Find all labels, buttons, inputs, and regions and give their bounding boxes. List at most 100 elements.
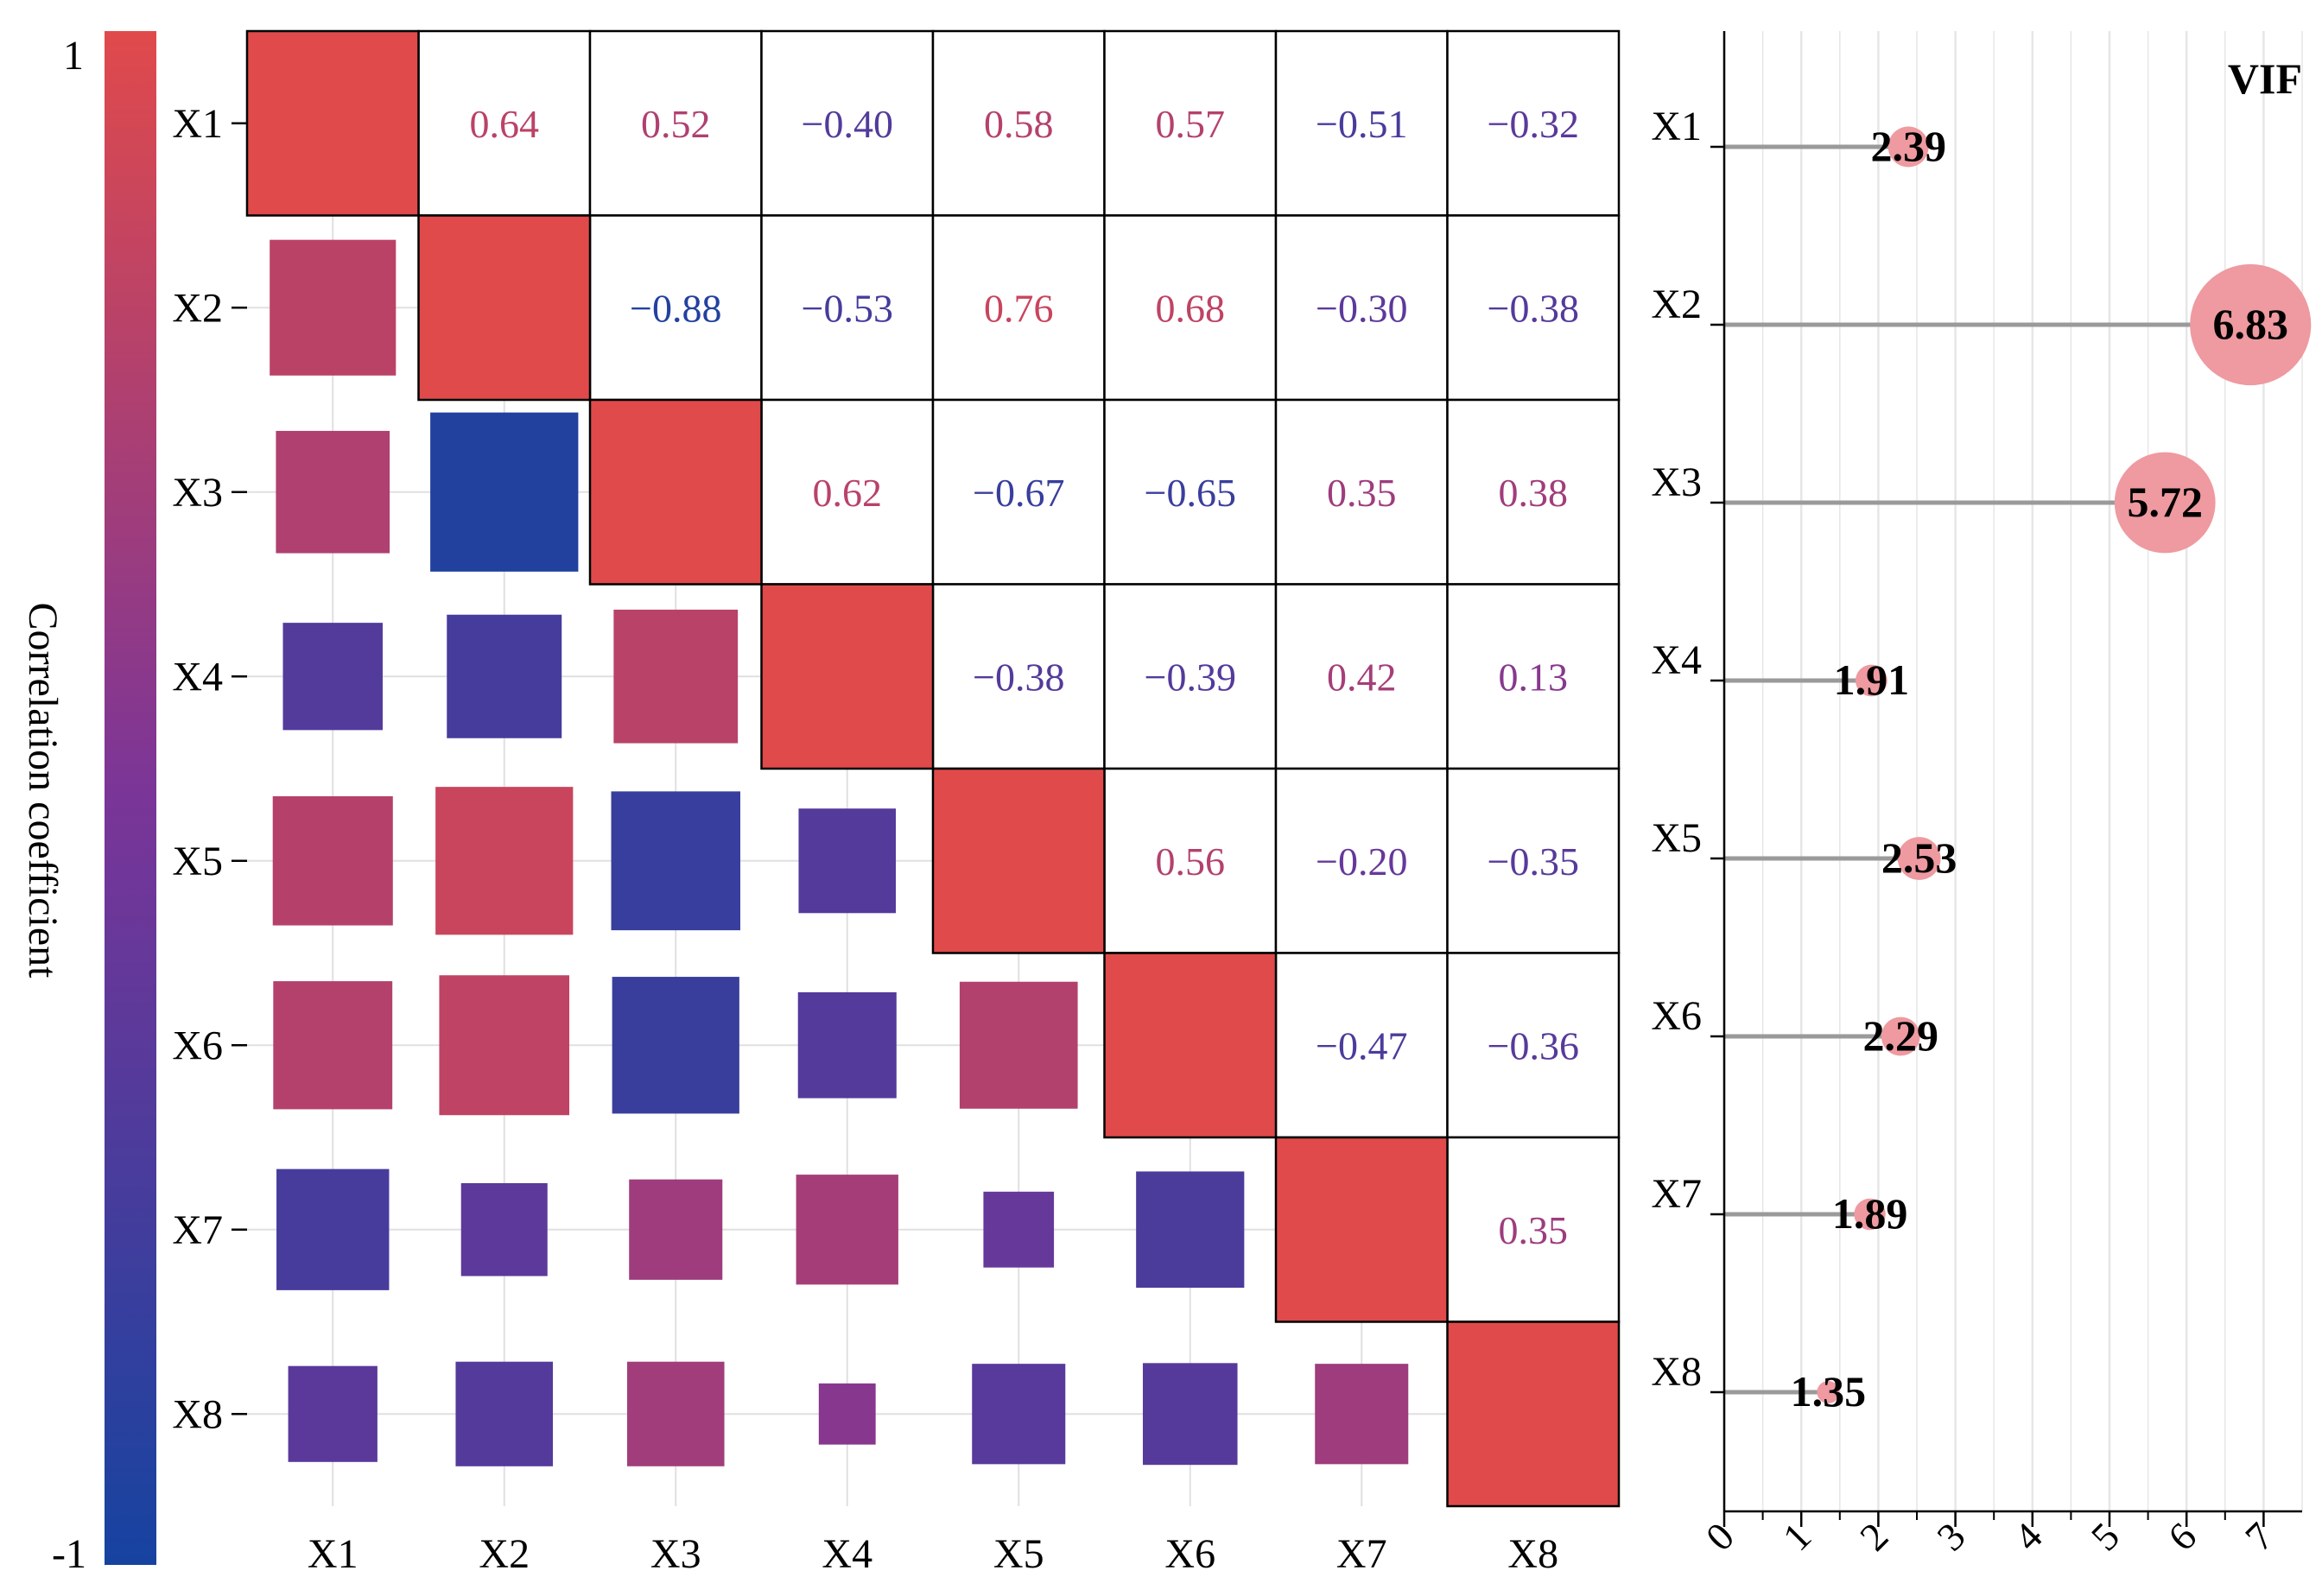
- corr-cell-X4-X5: [931, 583, 1106, 770]
- x-tick-label-X4: X4: [822, 1531, 872, 1577]
- corr-square-X8-X2: [455, 1361, 554, 1466]
- corr-value-X2-X4: −0.53: [802, 286, 893, 330]
- vif-value-label-X1: 2.39: [1870, 122, 1946, 170]
- corr-square-X8-X4: [818, 1383, 876, 1445]
- corr-square-X5-X1: [272, 795, 393, 926]
- corr-square-X7-X5: [983, 1191, 1055, 1268]
- corr-value-X5-X8: −0.35: [1488, 839, 1579, 884]
- vif-dot-X8: [1817, 1381, 1840, 1403]
- diag-cell-X6: [1103, 952, 1278, 1139]
- corr-value-X5-X6: 0.56: [1156, 839, 1226, 884]
- corr-value-X3-X8: 0.38: [1499, 471, 1569, 515]
- corr-cell-X4-X6: [1103, 583, 1278, 770]
- matrix-lower-squares: [270, 239, 1409, 1466]
- corr-value-X1-X2: 0.64: [470, 102, 540, 146]
- corr-square-X8-X7: [1315, 1364, 1409, 1465]
- corr-square-X7-X1: [276, 1168, 390, 1290]
- corr-value-X2-X5: 0.76: [984, 286, 1054, 330]
- vif-x-tick-label-2: 2: [1851, 1514, 1896, 1559]
- corr-square-X8-X1: [288, 1365, 377, 1462]
- colorbar-title: Correlation coefficient: [20, 603, 66, 979]
- x-tick-label-X3: X3: [650, 1531, 701, 1577]
- x-tick-label-X6: X6: [1164, 1531, 1215, 1577]
- vif-y-label-X2: X2: [1651, 282, 1702, 327]
- corr-square-X8-X6: [1142, 1363, 1238, 1466]
- vif-value-label-X8: 1.35: [1791, 1367, 1867, 1416]
- vif-value-label-X4: 1.91: [1834, 656, 1910, 704]
- vif-value-label-X6: 2.29: [1863, 1011, 1939, 1060]
- corr-value-X1-X4: −0.40: [802, 102, 893, 146]
- vif-gridlines: [1722, 31, 2303, 1511]
- corr-value-X3-X6: −0.65: [1145, 471, 1236, 515]
- corr-value-X6-X8: −0.36: [1488, 1023, 1579, 1067]
- corr-cell-X1-X6: [1103, 29, 1278, 217]
- vif-value-label-X3: 5.72: [2127, 478, 2203, 526]
- matrix-y-axis: X1 X2 X3 X4 X5 X6 X7 X8: [172, 101, 247, 1437]
- corr-cell-X1-X3: [588, 29, 763, 217]
- matrix-upper-cells: 0.64 0.52 −0.40 0.58 0.57 −0.51 −0.32 −0.88 −0.5…: [417, 29, 1621, 1323]
- corr-cell-X5-X8: [1446, 767, 1621, 954]
- corr-value-X4-X7: 0.42: [1327, 655, 1397, 699]
- vif-y-label-X4: X4: [1651, 637, 1702, 683]
- corr-square-X6-X4: [797, 991, 897, 1099]
- x-tick-label-X5: X5: [993, 1531, 1044, 1577]
- corr-cell-X7-X8: [1446, 1136, 1621, 1323]
- corr-value-X3-X4: 0.62: [813, 471, 883, 515]
- corr-value-X2-X6: 0.68: [1156, 286, 1226, 330]
- vif-stems: [1724, 144, 2251, 1395]
- vif-dot-X5: [1897, 837, 1941, 880]
- colorbar-max-label: 1: [63, 33, 84, 79]
- corr-square-X8-X5: [972, 1364, 1066, 1465]
- corr-square-X5-X4: [798, 808, 897, 914]
- colorbar-gradient: [105, 31, 156, 1565]
- corr-square-X5-X2: [435, 787, 574, 935]
- corr-value-X1-X8: −0.32: [1488, 102, 1579, 146]
- corr-square-X5-X3: [611, 791, 740, 931]
- y-tick-label-X2: X2: [172, 285, 223, 331]
- correlation-matrix: 0.64 0.52 −0.40 0.58 0.57 −0.51 −0.32 −0.88 −0.5…: [172, 29, 1621, 1577]
- vif-y-label-X3: X3: [1651, 459, 1702, 505]
- vif-y-label-X8: X8: [1651, 1349, 1702, 1395]
- vif-y-axis: X1 X2 X3 X4 X5 X6 X7 X8: [1651, 31, 1726, 1511]
- corr-square-X6-X5: [959, 981, 1078, 1109]
- vif-value-labels: 2.39 6.83 5.72 1.91 2.53 2.29 1.89 1.35: [1791, 122, 2288, 1416]
- corr-value-X2-X3: −0.88: [630, 286, 721, 330]
- corr-square-X4-X3: [613, 609, 739, 744]
- vif-value-label-X2: 6.83: [2212, 300, 2288, 348]
- corr-value-X4-X6: −0.39: [1145, 655, 1236, 699]
- vif-dot-X3: [2114, 452, 2216, 554]
- corr-cell-X5-X6: [1103, 767, 1278, 954]
- corr-square-X2-X1: [270, 239, 397, 376]
- corr-square-X7-X2: [460, 1182, 548, 1276]
- vif-x-tick-label-3: 3: [1928, 1514, 1973, 1559]
- corr-cell-X4-X8: [1446, 583, 1621, 770]
- vif-title: VIF: [2228, 54, 2302, 103]
- corr-square-X7-X6: [1136, 1171, 1245, 1289]
- diag-cell-X1: [245, 29, 420, 217]
- vif-y-label-X5: X5: [1651, 815, 1702, 861]
- y-tick-label-X6: X6: [172, 1023, 223, 1068]
- corr-square-X6-X3: [612, 977, 739, 1114]
- diag-cell-X2: [417, 214, 592, 402]
- corr-value-X1-X6: 0.57: [1156, 102, 1226, 146]
- corr-cell-X2-X8: [1446, 214, 1621, 402]
- vif-x-tick-label-1: 1: [1774, 1514, 1819, 1559]
- diag-cell-X4: [760, 583, 935, 770]
- vif-dot-X6: [1881, 1016, 1920, 1056]
- corr-cell-X3-X5: [931, 398, 1106, 586]
- corr-value-X1-X3: 0.52: [641, 102, 711, 146]
- corr-value-X2-X8: −0.38: [1488, 286, 1579, 330]
- vif-x-tick-label-6: 6: [2160, 1514, 2205, 1559]
- vif-dot-X7: [1854, 1198, 1886, 1231]
- colorbar-min-label: -1: [52, 1531, 86, 1577]
- vif-value-label-X5: 2.53: [1881, 833, 1957, 882]
- y-tick-label-X7: X7: [172, 1207, 223, 1253]
- y-tick-label-X4: X4: [172, 654, 223, 700]
- x-tick-label-X8: X8: [1507, 1531, 1558, 1577]
- corr-value-X5-X7: −0.20: [1316, 839, 1407, 884]
- corr-value-X1-X5: 0.58: [984, 102, 1054, 146]
- corr-cell-X4-X7: [1274, 583, 1449, 770]
- corr-cell-X3-X8: [1446, 398, 1621, 586]
- corr-value-X4-X5: −0.38: [973, 655, 1064, 699]
